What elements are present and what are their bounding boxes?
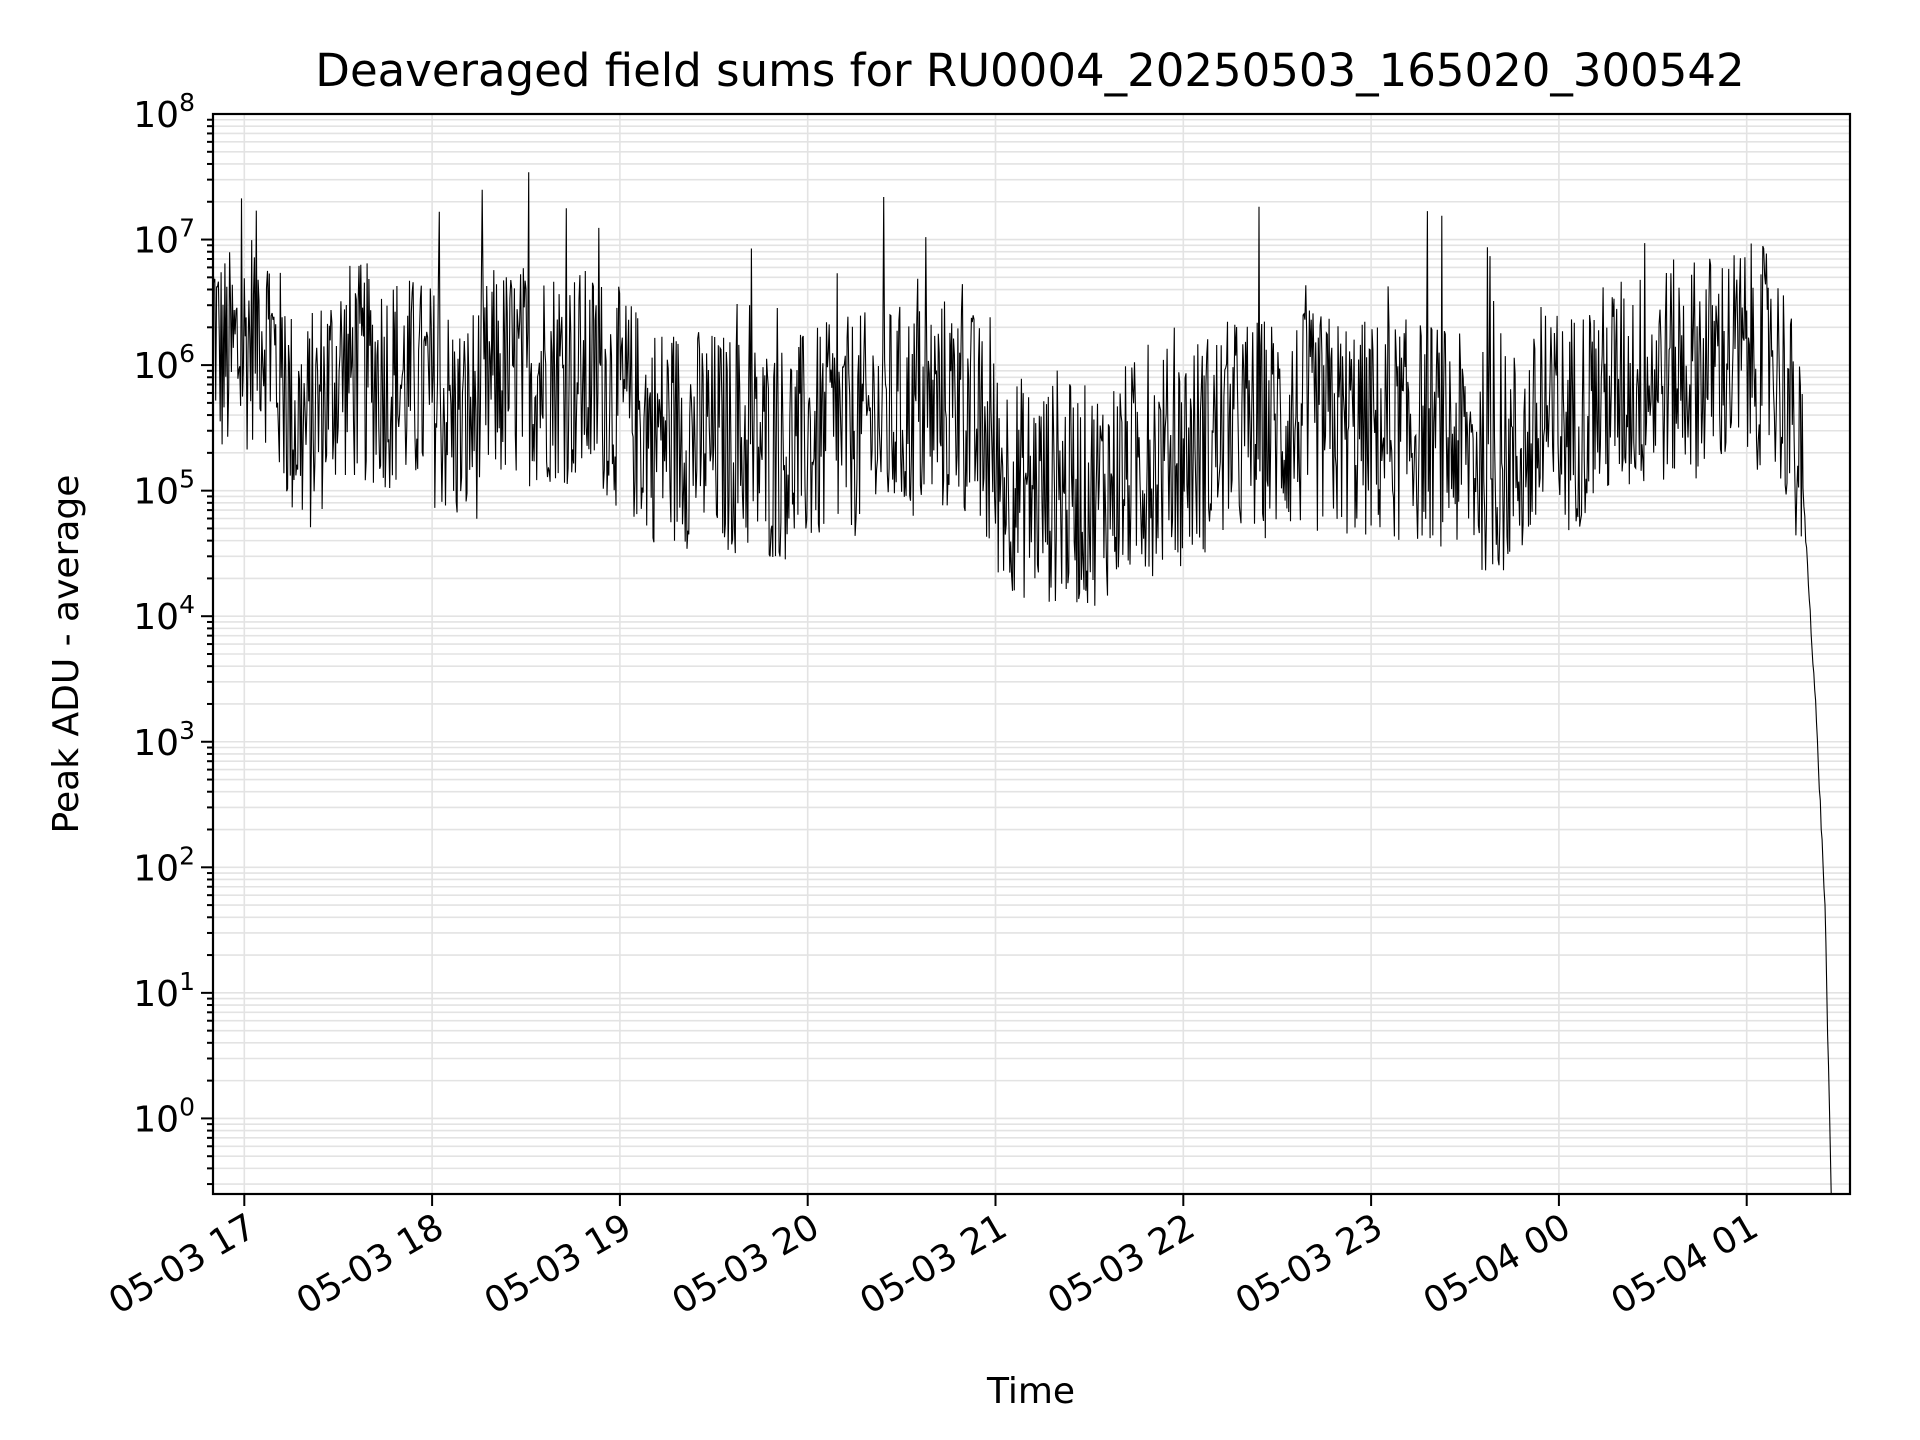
x-tick-label: 05-03 20: [666, 1206, 827, 1322]
y-tick-base: 10: [133, 346, 179, 387]
x-tick-label: 05-03 17: [102, 1206, 263, 1322]
y-tick-exponent: 0: [179, 1092, 195, 1121]
y-tick-exponent: 6: [179, 339, 195, 368]
y-tick-label: 108: [133, 88, 195, 136]
y-tick-label: 101: [133, 967, 195, 1015]
x-axis-ticks: 05-03 17 05-03 18 05-03 19 05-03 20 05-03 21…: [102, 1194, 1765, 1323]
y-tick-label: 102: [133, 841, 195, 889]
y-tick-base: 10: [133, 848, 179, 889]
y-axis-label: Peak ADU - average: [46, 475, 87, 834]
y-tick-label: 107: [133, 214, 195, 262]
chart-title: Deaveraged field sums for RU0004_2025050…: [315, 44, 1744, 97]
y-tick-exponent: 5: [179, 465, 195, 494]
y-tick-label: 106: [133, 339, 195, 387]
x-tick-label: 05-03 23: [1229, 1206, 1390, 1322]
y-tick-base: 10: [133, 1099, 179, 1140]
y-tick-exponent: 2: [179, 841, 195, 870]
grid: [213, 114, 1850, 1194]
y-tick-exponent: 1: [179, 967, 195, 996]
y-tick-exponent: 3: [179, 716, 195, 745]
y-tick-label: 105: [133, 465, 195, 513]
x-tick-label: 05-03 19: [478, 1206, 639, 1322]
x-tick-label: 05-03 18: [290, 1206, 451, 1322]
x-tick-label: 05-03 22: [1041, 1206, 1202, 1322]
y-tick-base: 10: [133, 95, 179, 136]
x-tick-label: 05-04 00: [1417, 1206, 1578, 1322]
y-tick-label: 104: [133, 590, 195, 638]
y-tick-base: 10: [133, 597, 179, 638]
y-tick-exponent: 7: [179, 214, 195, 243]
x-axis-label: Time: [986, 1371, 1075, 1412]
y-tick-base: 10: [133, 974, 179, 1015]
y-tick-label: 100: [133, 1092, 195, 1140]
y-tick-base: 10: [133, 472, 179, 513]
y-tick-base: 10: [133, 723, 179, 764]
y-tick-exponent: 8: [179, 88, 195, 117]
series-line: [212, 172, 1832, 1195]
y-tick-label: 103: [133, 716, 195, 764]
x-tick-label: 05-04 01: [1605, 1206, 1766, 1322]
x-tick-label: 05-03 21: [853, 1206, 1014, 1322]
y-tick-exponent: 4: [179, 590, 195, 619]
y-tick-base: 10: [133, 221, 179, 262]
